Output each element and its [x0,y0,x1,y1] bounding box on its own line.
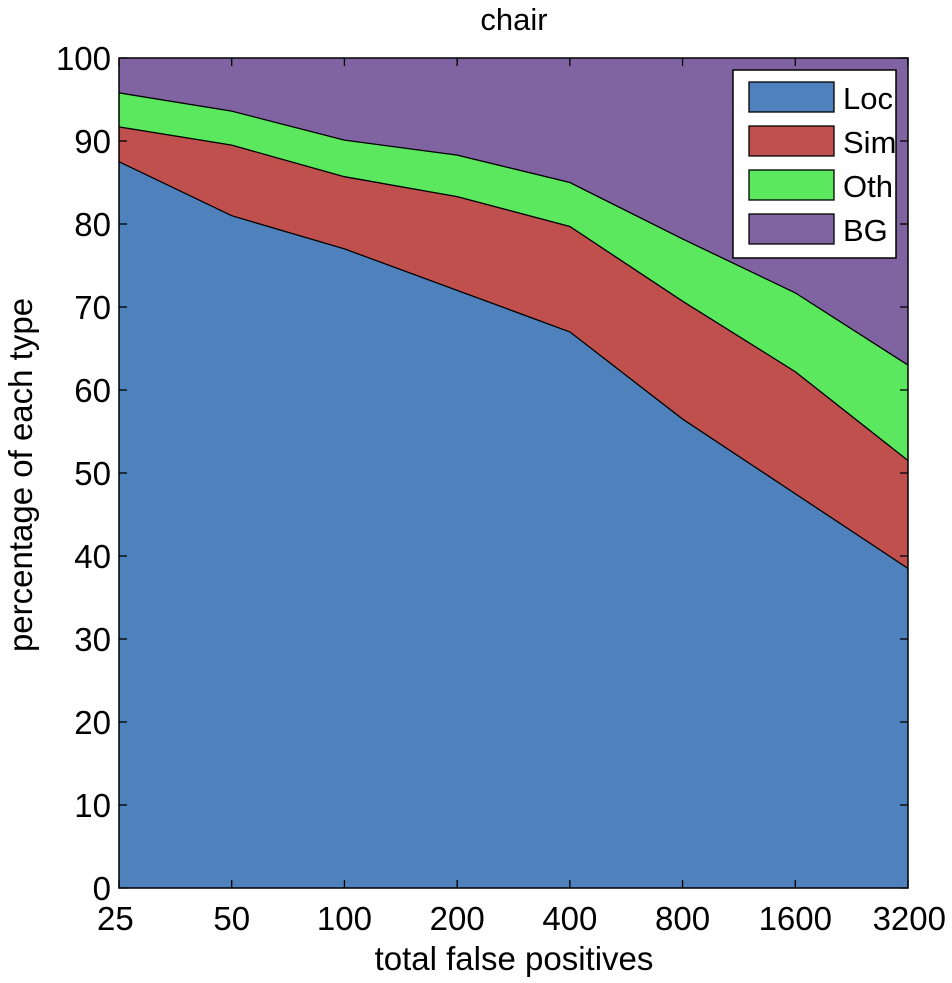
legend-label-oth: Oth [843,169,893,204]
legend-swatch-oth [748,169,835,201]
chart-title: chair [480,2,547,37]
y-tick-label: 90 [74,123,111,160]
legend-label-bg: BG [843,213,888,248]
y-tick-label: 80 [74,206,111,243]
legend: Loc Sim Oth BG [732,69,897,259]
y-tick-label: 20 [74,704,111,741]
area-layer [119,58,908,888]
x-tick-label: 400 [542,900,597,937]
y-tick-label: 50 [74,455,111,492]
legend-label-sim: Sim [843,125,896,160]
legend-swatch-loc [748,81,835,113]
legend-swatch-bg [748,213,835,245]
x-tick-label: 200 [430,900,485,937]
y-tick-label: 70 [74,289,111,326]
x-tick-label: 800 [655,900,710,937]
x-tick-label: 50 [213,900,250,937]
x-tick-label: 1600 [759,900,832,937]
legend-swatch-sim [748,125,835,157]
area-sim [119,126,908,569]
y-tick-label: 40 [74,538,111,575]
legend-label-loc: Loc [843,81,893,116]
y-tick-label: 10 [74,787,111,824]
y-tick-label: 0 [93,870,111,907]
x-axis-label: total false positives [375,940,654,977]
boundary-line-oth [118,92,909,366]
boundary-line-sim [118,126,909,462]
y-tick-label: 60 [74,372,111,409]
area-loc [119,161,908,888]
x-tick-label: 25 [97,900,134,937]
y-axis-label: percentage of each type [2,298,39,652]
x-tick-label: 3200 [873,900,946,937]
y-tick-label: 100 [56,40,111,77]
x-tick-label: 100 [317,900,372,937]
area-oth [119,92,908,461]
boundary-line-layer [118,92,909,569]
area-bg [119,58,908,366]
legend-items: Loc Sim Oth BG [748,81,896,248]
y-tick-label: 30 [74,621,111,658]
boundary-line-loc [118,161,909,569]
tick-layer: 0 10 20 30 40 50 60 70 80 90 100 25 50 100 200 400 800 16… [56,40,946,937]
